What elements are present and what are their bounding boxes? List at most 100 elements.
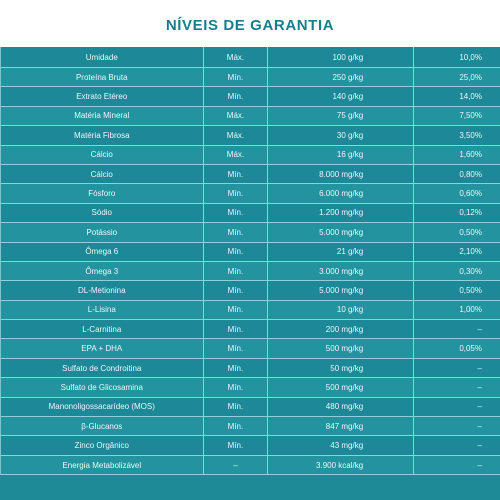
nutrient-name-cell: Umidade <box>1 47 204 67</box>
nutrient-name-cell: Ômega 3 <box>1 261 204 281</box>
table-row: β-Glucanos Mín. 847 mg/kg – <box>1 417 500 437</box>
table-row: Sulfato de Glicosamina Mín. 500 mg/kg – <box>1 378 500 398</box>
value-cell: 200 mg/kg <box>268 320 415 339</box>
percent-cell: – <box>477 460 482 470</box>
percent-cell: 0,12% <box>459 208 482 218</box>
value-cell: 6.000 mg/kg <box>268 184 415 203</box>
nutrient-name-cell: β-Glucanos <box>1 417 204 436</box>
reference-cell: Mín. <box>204 203 269 223</box>
table-row: Ômega 3 Mín. 3.000 mg/kg 0,30% <box>1 261 500 282</box>
reference-cell: Mín. <box>204 320 269 339</box>
table-row: Sulfato de Condroitina Mín. 50 mg/kg – <box>1 358 500 379</box>
table-row: Sódio Mín. 1.200 mg/kg 0,12% <box>1 203 500 224</box>
value-cell: 5.000 mg/kg <box>268 281 415 300</box>
value-cell: 500 mg/kg <box>268 339 415 358</box>
percent-cell: 0,50% <box>459 285 482 295</box>
value-cell: 16 g/kg <box>268 145 415 164</box>
reference-cell: Máx. <box>204 106 269 126</box>
table-row: Cálcio Mín. 8.000 mg/kg 0,80% <box>1 164 500 185</box>
reference-cell: Mín. <box>204 68 269 87</box>
percent-cell: 3,50% <box>459 130 482 140</box>
percent-cell: 7,50% <box>459 111 482 121</box>
value-cell: 8.000 mg/kg <box>268 164 415 184</box>
nutrient-name-cell: Zinco Orgânico <box>1 436 204 455</box>
reference-cell: Máx. <box>204 47 269 67</box>
table-row: Energia Metabolizável –3.900 kcal/kg – <box>1 455 500 476</box>
reference-cell: Mín. <box>204 339 269 358</box>
reference-cell: Mín. <box>204 87 269 106</box>
nutrient-name-cell: L-Carnitina <box>1 320 204 339</box>
reference-cell: – <box>204 455 269 475</box>
percent-cell: 25,0% <box>459 72 482 82</box>
table-row: Extrato Etéreo Mín. 140 g/kg 14,0% <box>1 87 500 107</box>
nutrient-name-cell: Manonoligossacarídeo (MOS) <box>1 397 204 417</box>
value-cell: 30 g/kg <box>268 126 415 145</box>
table-row: Zinco Orgânico Mín. 43 mg/kg – <box>1 436 500 456</box>
nutrient-name-cell: EPA + DHA <box>1 339 204 358</box>
percent-cell: 0,50% <box>459 227 482 237</box>
percent-cell: 0,05% <box>459 344 482 354</box>
reference-cell: Mín. <box>204 261 269 281</box>
value-cell: 50 mg/kg <box>268 358 415 378</box>
reference-cell: Mín. <box>204 378 269 397</box>
table-row: Matéria Fibrosa Máx. 30 g/kg 3,50% <box>1 126 500 146</box>
value-cell: 100 g/kg <box>268 47 415 67</box>
reference-cell: Mín. <box>204 436 269 455</box>
table-row: Manonoligossacarídeo (MOS) Mín. 480 mg/kg – <box>1 397 500 418</box>
nutrient-name-cell: Matéria Fibrosa <box>1 126 204 145</box>
percent-cell: – <box>477 363 482 373</box>
reference-cell: Mín. <box>204 242 269 261</box>
reference-cell: Mín. <box>204 397 269 417</box>
percent-cell: – <box>477 402 482 412</box>
value-cell: 3.900 kcal/kg <box>268 455 415 475</box>
guarantee-table: Umidade Máx. 100 g/kg 10,0% Proteína Bruta Mí… <box>0 47 500 476</box>
value-cell: 250 g/kg <box>268 68 415 87</box>
percent-cell: 1,00% <box>459 305 482 315</box>
percent-cell: 1,60% <box>459 150 482 160</box>
reference-cell: Mín. <box>204 223 269 242</box>
table-row: Potássio Mín. 5.000 mg/kg 0,50% <box>1 223 500 243</box>
table-row: L-Lisina Mín. 10 g/kg 1,00% <box>1 300 500 321</box>
nutrient-name-cell: Sulfato de Glicosamina <box>1 378 204 397</box>
percent-cell: 0,30% <box>459 266 482 276</box>
nutrient-name-cell: Ômega 6 <box>1 242 204 261</box>
nutrient-name-cell: Cálcio <box>1 164 204 184</box>
reference-cell: Mín. <box>204 164 269 184</box>
percent-cell: 0,60% <box>459 189 482 199</box>
value-cell: 3.000 mg/kg <box>268 261 415 281</box>
percent-cell: 0,80% <box>459 169 482 179</box>
table-row: Ômega 6 Mín. 21 g/kg 2,10% <box>1 242 500 262</box>
nutrient-name-cell: Cálcio <box>1 145 204 164</box>
value-cell: 847 mg/kg <box>268 417 415 436</box>
table-row: DL-Metionina Mín. 5.000 mg/kg 0,50% <box>1 281 500 301</box>
nutrient-name-cell: Extrato Etéreo <box>1 87 204 106</box>
reference-cell: Mín. <box>204 358 269 378</box>
percent-cell: 14,0% <box>459 92 482 102</box>
percent-cell: 10,0% <box>459 52 482 62</box>
percent-cell: – <box>477 382 482 392</box>
nutrient-name-cell: L-Lisina <box>1 300 204 320</box>
value-cell: 21 g/kg <box>268 242 415 261</box>
nutrient-name-cell: Matéria Mineral <box>1 106 204 126</box>
reference-cell: Máx. <box>204 126 269 145</box>
reference-cell: Mín. <box>204 184 269 203</box>
reference-cell: Mín. <box>204 300 269 320</box>
header: NÍVEIS DE GARANTIA <box>0 0 500 47</box>
value-cell: 75 g/kg <box>268 106 415 126</box>
percent-cell: – <box>477 324 482 334</box>
reference-cell: Mín. <box>204 417 269 436</box>
table-row: L-Carnitina Mín. 200 mg/kg – <box>1 320 500 340</box>
nutrient-name-cell: Sódio <box>1 203 204 223</box>
table-row: Umidade Máx. 100 g/kg 10,0% <box>1 47 500 68</box>
nutrient-name-cell: Fósforo <box>1 184 204 203</box>
value-cell: 5.000 mg/kg <box>268 223 415 242</box>
table-row: Fósforo Mín. 6.000 mg/kg 0,60% <box>1 184 500 204</box>
table-row: Proteína Bruta Mín. 250 g/kg 25,0% <box>1 68 500 88</box>
table-row: Matéria Mineral Máx. 75 g/kg 7,50% <box>1 106 500 127</box>
nutrient-name-cell: Sulfato de Condroitina <box>1 358 204 378</box>
value-cell: 1.200 mg/kg <box>268 203 415 223</box>
reference-cell: Mín. <box>204 281 269 300</box>
value-cell: 140 g/kg <box>268 87 415 106</box>
value-cell: 480 mg/kg <box>268 397 415 417</box>
